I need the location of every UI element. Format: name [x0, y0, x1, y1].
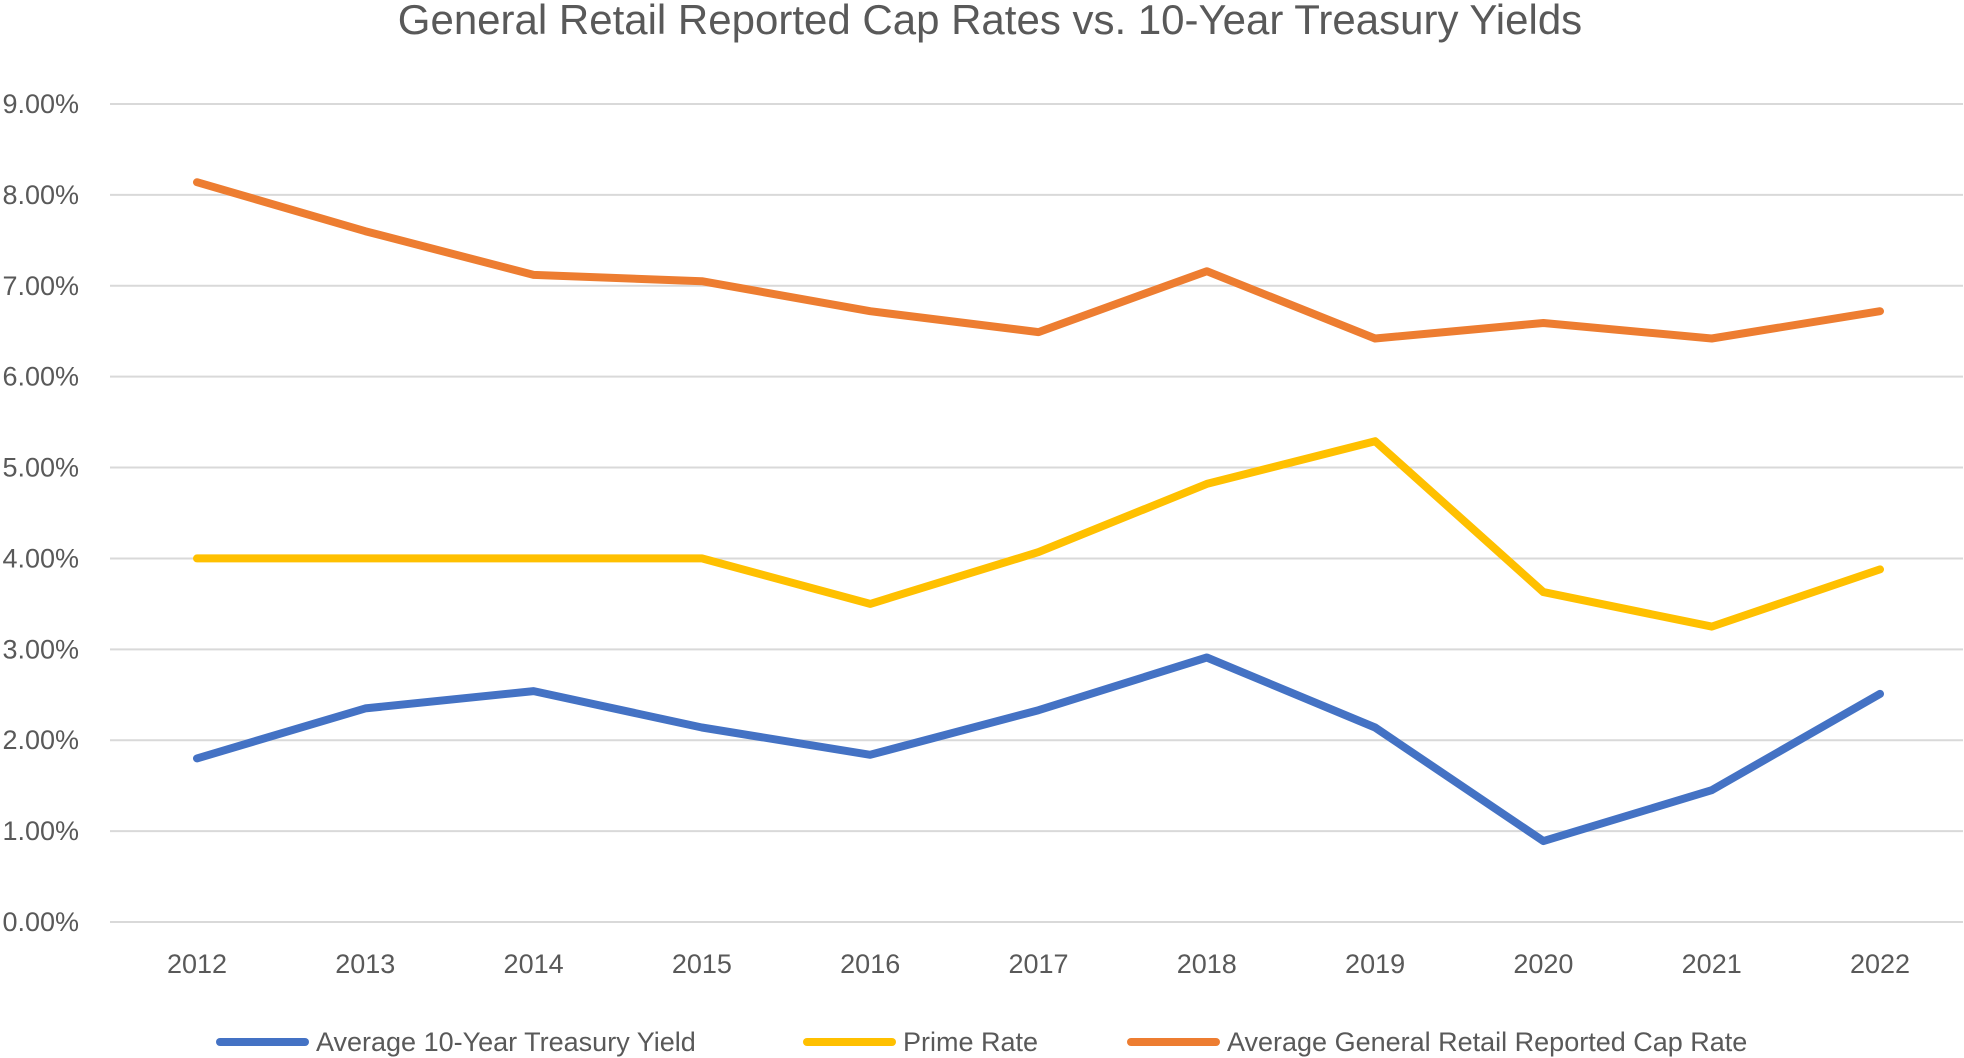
y-tick-label: 5.00%	[2, 453, 79, 483]
y-tick-label: 0.00%	[2, 907, 79, 937]
x-tick-label: 2021	[1682, 949, 1742, 979]
x-tick-label: 2014	[504, 949, 564, 979]
chart-title: General Retail Reported Cap Rates vs. 10…	[398, 0, 1582, 43]
x-tick-label: 2016	[840, 949, 900, 979]
y-tick-label: 8.00%	[2, 180, 79, 210]
legend-label-2: Prime Rate	[903, 1027, 1038, 1057]
gridlines	[110, 103, 1963, 923]
series-line-2	[193, 437, 1884, 631]
x-tick-label: 2012	[167, 949, 227, 979]
y-tick-label: 7.00%	[2, 271, 79, 301]
y-axis-tick-labels: 0.00% 1.00% 2.00% 3.00% 4.00% 5.00% 6.00% 7.00%…	[2, 89, 79, 937]
y-tick-label: 4.00%	[2, 543, 79, 573]
x-tick-label: 2013	[335, 949, 395, 979]
series-line-1	[193, 653, 1884, 846]
x-tick-label: 2019	[1345, 949, 1405, 979]
y-tick-label: 1.00%	[2, 816, 79, 846]
legend-label-1: Average 10-Year Treasury Yield	[316, 1027, 696, 1057]
y-tick-label: 9.00%	[2, 89, 79, 119]
series-line-3	[193, 178, 1884, 343]
x-axis-tick-labels: 2012 2013 2014 2015 2016 2017 2018 2019 2020 2021…	[167, 949, 1910, 979]
x-tick-label: 2015	[672, 949, 732, 979]
x-tick-label: 2022	[1850, 949, 1910, 979]
x-tick-label: 2017	[1008, 949, 1068, 979]
y-tick-label: 6.00%	[2, 362, 79, 392]
y-tick-label: 2.00%	[2, 725, 79, 755]
x-tick-label: 2020	[1513, 949, 1573, 979]
x-tick-label: 2018	[1177, 949, 1237, 979]
legend: Average 10-Year Treasury Yield Prime Rate…	[216, 1027, 1747, 1057]
series-lines	[193, 178, 1884, 846]
y-tick-label: 3.00%	[2, 634, 79, 664]
legend-label-3: Average General Retail Reported Cap Rate	[1227, 1027, 1747, 1057]
